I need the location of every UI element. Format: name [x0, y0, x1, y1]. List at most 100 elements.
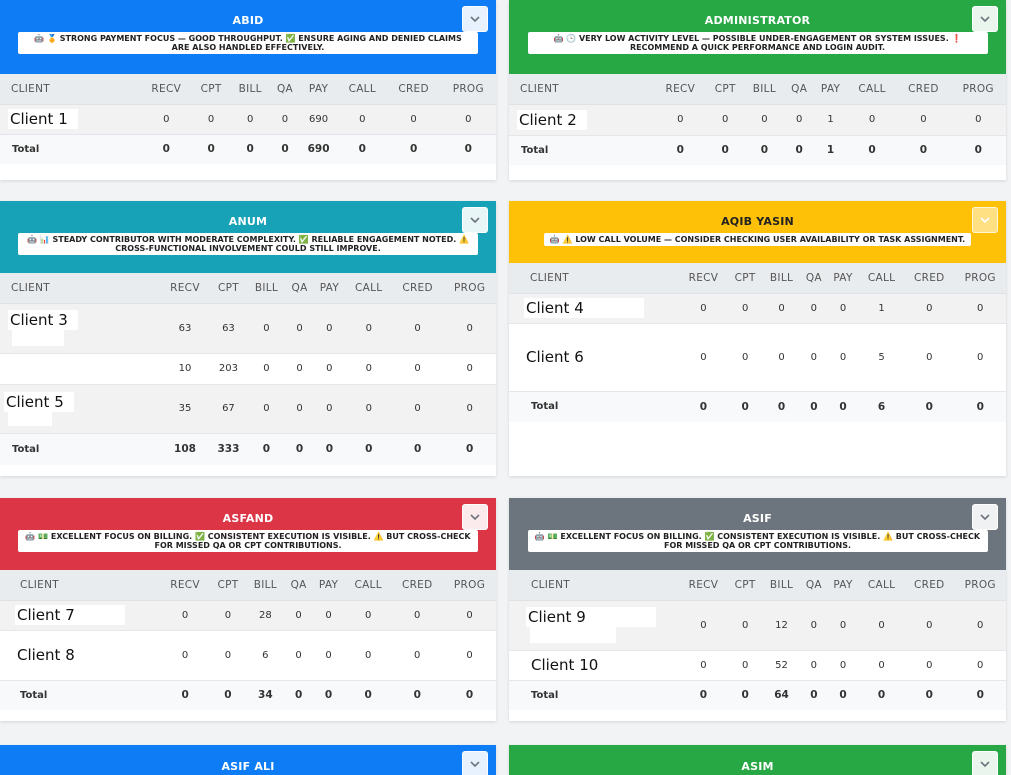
- col-client: CLIENT: [509, 74, 654, 105]
- col-prog: PROG: [443, 570, 496, 601]
- collapse-toggle-button[interactable]: [972, 504, 998, 530]
- card-header: AQIB YASIN 🤖 ⚠️ LOW CALL VOLUME — CONSID…: [509, 201, 1006, 263]
- total-bill: 34: [245, 680, 285, 710]
- chevron-down-icon: [470, 514, 480, 521]
- value-pay: 0: [313, 303, 346, 354]
- value-cpt: 0: [727, 650, 763, 681]
- total-qa: 0: [285, 680, 313, 710]
- col-bill: BILL: [743, 74, 785, 105]
- card-title: ASIF: [743, 512, 772, 525]
- user-card-administrator: ADMINISTRATOR 🤖 🕒 VERY LOW ACTIVITY LEVE…: [509, 0, 1006, 180]
- table-row: Client 1 0 0 0 0 690 0 0 0: [0, 104, 496, 135]
- total-bill: 64: [762, 680, 801, 710]
- col-cred: CRED: [904, 263, 955, 294]
- card-header: ANUM 🤖 📊 STEADY CONTRIBUTOR WITH MODERAT…: [0, 201, 496, 273]
- card-title: ABID: [232, 14, 264, 27]
- client-name: Client 2: [517, 109, 587, 130]
- collapse-toggle-button[interactable]: [972, 6, 998, 32]
- total-qa: 0: [784, 135, 814, 165]
- user-card-asif: ASIF 🤖 💵 EXCELLENT FOCUS ON BILLING. ✅ C…: [509, 498, 1006, 721]
- value-cpt: 0: [727, 600, 763, 651]
- total-pay: 0: [312, 680, 345, 710]
- total-recv: 0: [654, 135, 707, 165]
- client-name: Client 8: [15, 645, 85, 665]
- value-cred: 0: [391, 600, 444, 631]
- value-pay: 0: [313, 353, 346, 385]
- chevron-down-icon: [470, 217, 480, 224]
- col-cred: CRED: [391, 570, 444, 601]
- col-cpt: CPT: [706, 74, 744, 105]
- collapse-toggle-button[interactable]: [462, 751, 488, 775]
- value-qa: 0: [800, 323, 828, 392]
- col-client: CLIENT: [0, 570, 160, 601]
- col-call: CALL: [858, 570, 905, 601]
- value-cred: 0: [896, 104, 951, 136]
- col-bill: BILL: [762, 570, 801, 601]
- value-cred: 0: [904, 600, 955, 651]
- value-cpt: 0: [210, 600, 246, 631]
- value-pay: 0: [827, 650, 859, 681]
- value-pay: 0: [312, 630, 345, 681]
- value-recv: 0: [654, 104, 707, 136]
- total-label: Total: [509, 391, 679, 422]
- user-card-anum: ANUM 🤖 📊 STEADY CONTRIBUTOR WITH MODERAT…: [0, 201, 496, 476]
- total-cred: 0: [904, 391, 955, 422]
- total-row: Total 0 0 0 0 1 0 0 0: [509, 135, 1006, 165]
- table-header-row: CLIENT RECV CPT BILL QA PAY CALL CRED PR…: [509, 570, 1006, 601]
- value-prog: 0: [443, 600, 496, 631]
- card-title: ANUM: [228, 215, 268, 228]
- col-qa: QA: [800, 263, 828, 294]
- value-qa: 0: [286, 384, 314, 434]
- value-cred: 0: [386, 104, 441, 135]
- value-pay: 0: [827, 323, 859, 392]
- user-card-abid: ABID 🤖 🏅 STRONG PAYMENT FOCUS — GOOD THR…: [0, 0, 496, 180]
- table-row: Client 2 0 0 0 0 1 0 0 0: [509, 104, 1006, 136]
- value-cred: 0: [904, 323, 955, 392]
- col-cpt: CPT: [210, 570, 246, 601]
- collapse-toggle-button[interactable]: [462, 6, 488, 32]
- collapse-toggle-button[interactable]: [462, 504, 488, 530]
- value-call: 0: [344, 630, 392, 681]
- client-name: Client 3: [8, 310, 78, 330]
- total-prog: 0: [954, 391, 1006, 422]
- col-bill: BILL: [245, 570, 285, 601]
- col-qa: QA: [285, 570, 313, 601]
- value-prog: 0: [954, 323, 1006, 392]
- col-client: CLIENT: [0, 273, 160, 304]
- collapse-toggle-button[interactable]: [462, 207, 488, 233]
- total-row: Total 108 333 0 0 0 0 0 0: [0, 433, 496, 465]
- total-recv: 0: [679, 680, 728, 710]
- value-qa: 0: [285, 630, 313, 681]
- value-bill: 0: [246, 353, 286, 385]
- chevron-down-icon: [980, 761, 990, 768]
- total-bill: 0: [246, 433, 286, 465]
- col-recv: RECV: [679, 263, 728, 294]
- value-bill: 0: [229, 104, 271, 135]
- value-cpt: 67: [209, 384, 247, 434]
- value-bill: 12: [762, 600, 801, 651]
- chevron-down-icon: [980, 514, 990, 521]
- col-recv: RECV: [160, 273, 210, 304]
- table-row: 10 203 0 0 0 0 0 0: [0, 353, 496, 385]
- total-cpt: 333: [209, 433, 247, 465]
- card-title: ADMINISTRATOR: [704, 14, 811, 27]
- value-pay: 0: [312, 600, 345, 631]
- value-qa: 0: [800, 650, 828, 681]
- stats-table: CLIENT RECV CPT BILL QA PAY CALL CRED PR…: [0, 74, 496, 164]
- collapse-toggle-button[interactable]: [972, 751, 998, 775]
- col-recv: RECV: [140, 74, 193, 105]
- value-call: 1: [858, 293, 905, 324]
- value-qa: 0: [285, 600, 313, 631]
- card-title: ASFAND: [222, 512, 274, 525]
- value-qa: 0: [784, 104, 814, 136]
- total-cpt: 0: [706, 135, 744, 165]
- col-call: CALL: [345, 273, 392, 304]
- collapse-toggle-button[interactable]: [972, 207, 998, 233]
- col-recv: RECV: [679, 570, 728, 601]
- total-label: Total: [509, 135, 654, 165]
- value-qa: 0: [270, 104, 300, 135]
- value-bill: 0: [762, 293, 801, 324]
- value-prog: 0: [954, 650, 1006, 681]
- card-header: ABID 🤖 🏅 STRONG PAYMENT FOCUS — GOOD THR…: [0, 0, 496, 74]
- chevron-down-icon: [470, 761, 480, 768]
